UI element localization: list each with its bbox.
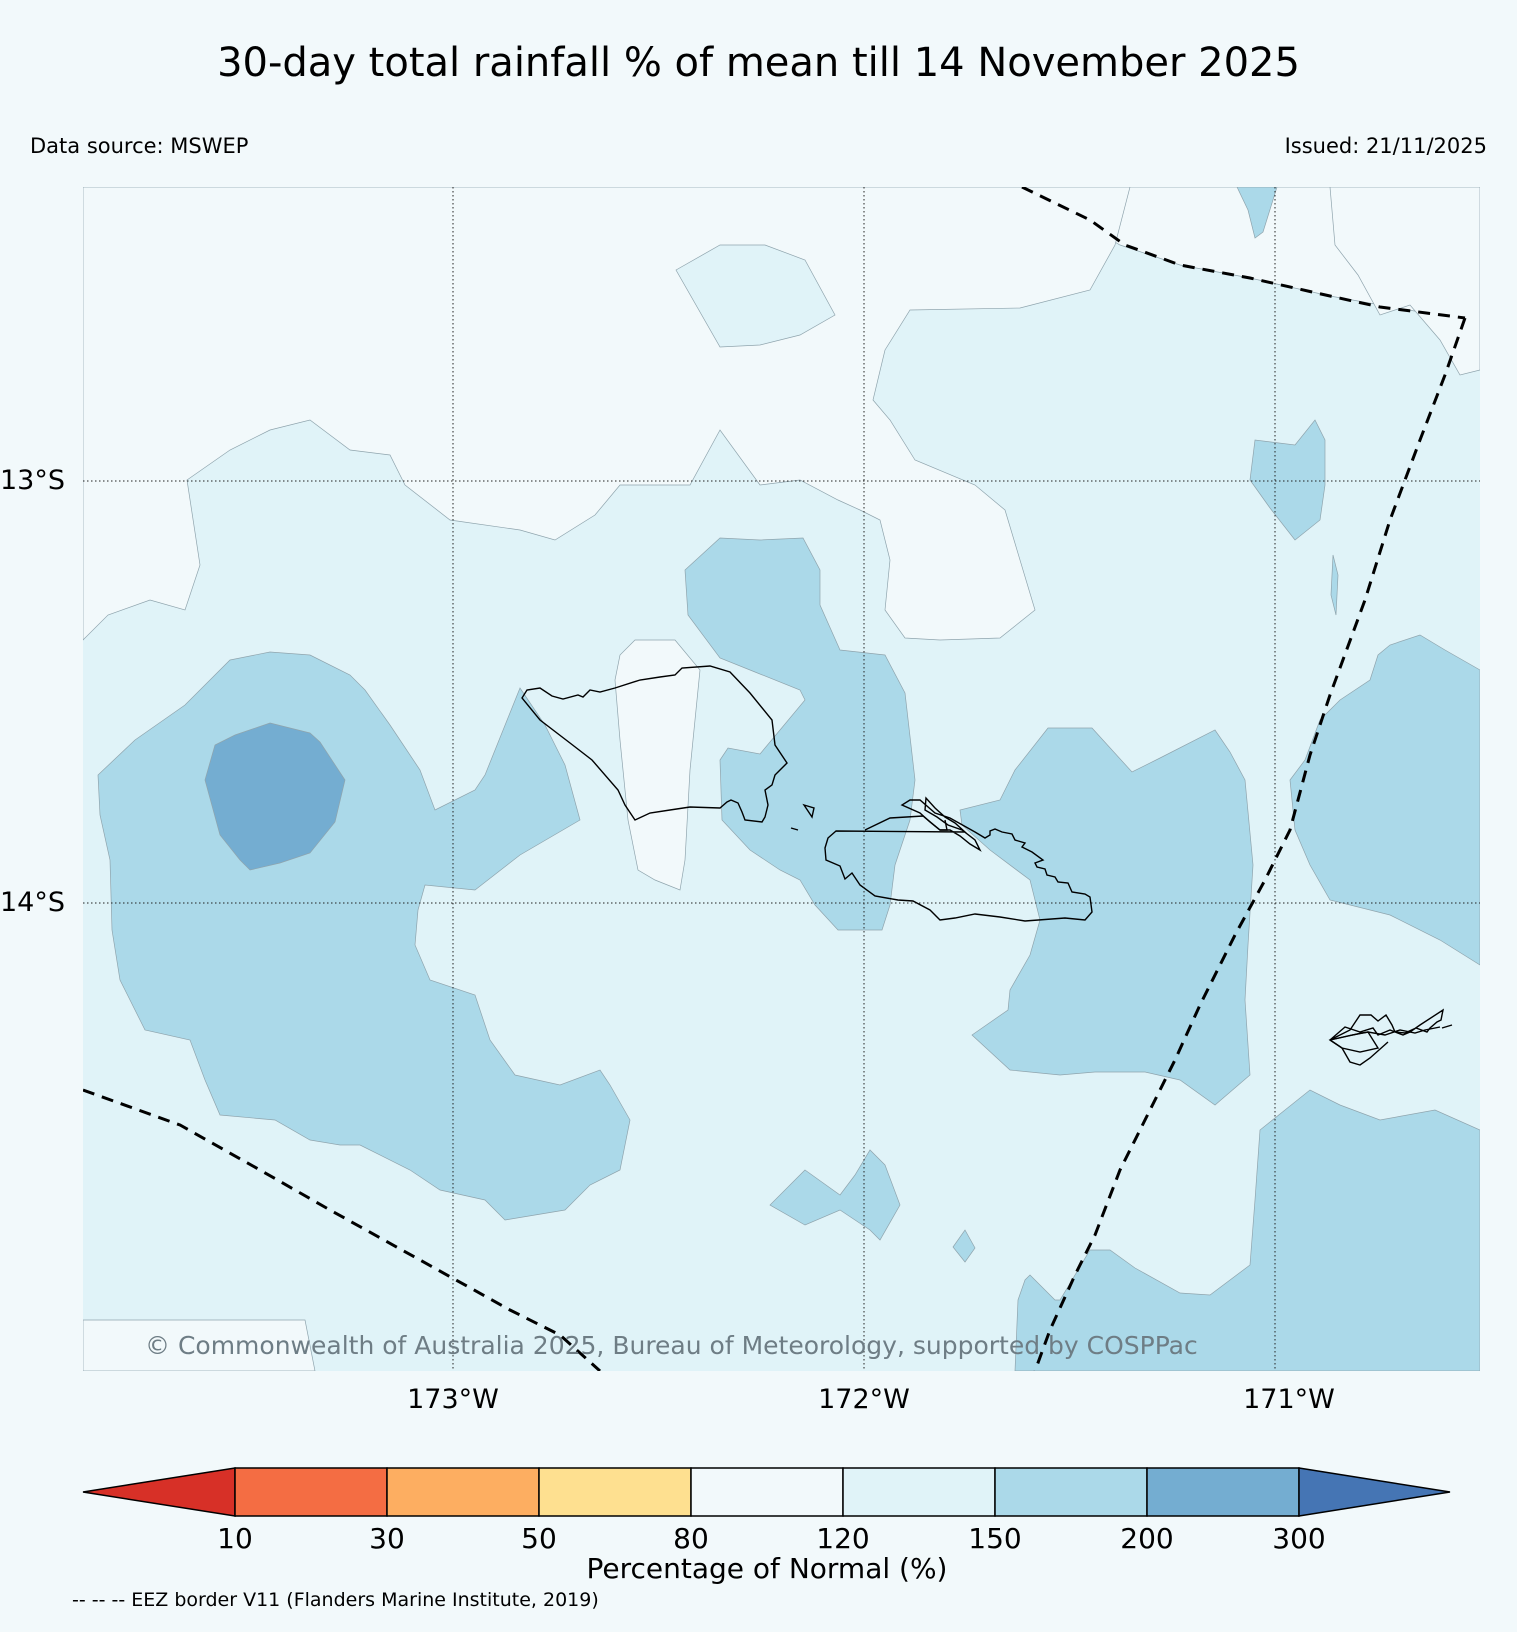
data-source: Data source: MSWEP (30, 134, 249, 158)
region-150-200 (769, 1149, 901, 1241)
region-150-200 (1289, 634, 1480, 966)
region-80-120 (83, 1319, 316, 1371)
region-80-120 (1329, 187, 1480, 376)
lon-label-172w: 172°W (818, 1384, 910, 1415)
copyright-notice: © Commonwealth of Australia 2025, Bureau… (145, 1331, 1198, 1360)
island-savaii (521, 665, 788, 823)
graticule (83, 187, 1480, 1371)
lat-label-14s: 14°S (0, 887, 65, 918)
region-150-200 (959, 727, 1254, 1106)
region-200-300 (204, 722, 346, 871)
region-150-200 (952, 1229, 976, 1263)
region-80-120 (675, 244, 836, 348)
region-150-200 (1249, 419, 1326, 541)
lat-label-13s: 13°S (0, 465, 65, 496)
region-150-200 (1236, 187, 1278, 239)
map-title: 30-day total rainfall % of mean till 14 … (217, 40, 1300, 86)
region-150-200 (1014, 1089, 1480, 1371)
issued-date: Issued: 21/11/2025 (1284, 134, 1487, 158)
island-upolu (824, 796, 1093, 922)
eez-footnote: -- -- -- EEZ border V11 (Flanders Marine… (72, 1589, 599, 1611)
region-80-120 (83, 187, 1131, 641)
region-80-120 (614, 639, 701, 891)
eez-border (83, 187, 1467, 1371)
region-150-200 (1330, 554, 1339, 616)
region-150-200 (684, 537, 916, 931)
lon-label-173w: 173°W (407, 1384, 499, 1415)
lon-label-171w: 171°W (1243, 1384, 1335, 1415)
coastline (521, 665, 1453, 1066)
